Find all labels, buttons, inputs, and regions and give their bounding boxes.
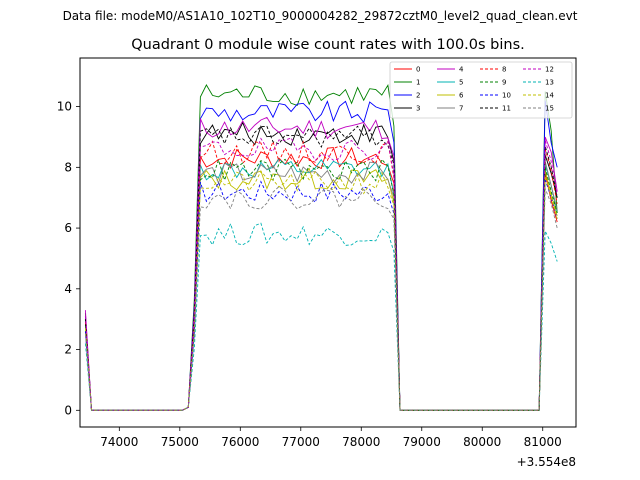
series-line-9: [84, 158, 558, 411]
series-line-8: [84, 140, 558, 411]
y-tick-label: 4: [64, 282, 72, 296]
series-line-7: [84, 161, 558, 411]
chart-title: Quadrant 0 module wise count rates with …: [131, 37, 525, 53]
legend-label: 9: [502, 79, 506, 87]
y-tick-label: 10: [57, 100, 72, 114]
legend-label: 13: [545, 79, 554, 87]
y-tick-label: 0: [64, 403, 72, 417]
x-tick-label: 77000: [282, 435, 320, 449]
x-tick-label: 79000: [403, 435, 441, 449]
series-line-11: [84, 125, 558, 411]
legend-label: 12: [545, 66, 554, 74]
legend-label: 0: [416, 66, 420, 74]
legend-label: 2: [416, 92, 420, 100]
legend-label: 6: [459, 92, 464, 100]
series-line-15: [84, 185, 558, 411]
legend-label: 15: [545, 105, 554, 113]
x-tick-label: 75000: [161, 435, 199, 449]
legend-label: 5: [459, 79, 463, 87]
legend-label: 3: [416, 105, 420, 113]
legend-label: 1: [416, 79, 420, 87]
legend-box: [389, 61, 573, 119]
x-axis: 74000 75000 76000 77000 78000 79000 80000 81000: [100, 427, 562, 449]
legend-label: 10: [502, 92, 511, 100]
series-line-6: [84, 167, 558, 411]
x-tick-label: 76000: [221, 435, 259, 449]
plot-lines: [84, 84, 558, 411]
y-tick-label: 6: [64, 221, 72, 235]
series-line-5: [84, 158, 558, 411]
series-line-12: [84, 137, 558, 411]
legend-label: 7: [459, 105, 463, 113]
x-offset-label: +3.554e8: [517, 455, 576, 469]
legend-label: 14: [545, 92, 554, 100]
series-line-14: [84, 170, 558, 411]
series-line-10: [84, 179, 558, 411]
series-line-13: [84, 222, 558, 411]
x-tick-label: 74000: [100, 435, 138, 449]
chart-suptitle: Data file: modeM0/AS1A10_102T10_90000042…: [63, 9, 578, 23]
x-tick-label: 80000: [463, 435, 501, 449]
y-tick-label: 8: [64, 160, 72, 174]
legend-label: 8: [502, 66, 506, 74]
y-axis: 0 2 4 6 8 10: [57, 100, 80, 417]
y-tick-label: 2: [64, 343, 72, 357]
series-line-1: [84, 84, 558, 411]
x-tick-label: 78000: [342, 435, 380, 449]
series-line-4: [84, 116, 558, 411]
legend-label: 4: [459, 66, 464, 74]
plot-frame: [79, 57, 577, 428]
series-line-0: [84, 146, 558, 411]
x-tick-label: 81000: [524, 435, 562, 449]
legend-label: 11: [502, 105, 511, 113]
